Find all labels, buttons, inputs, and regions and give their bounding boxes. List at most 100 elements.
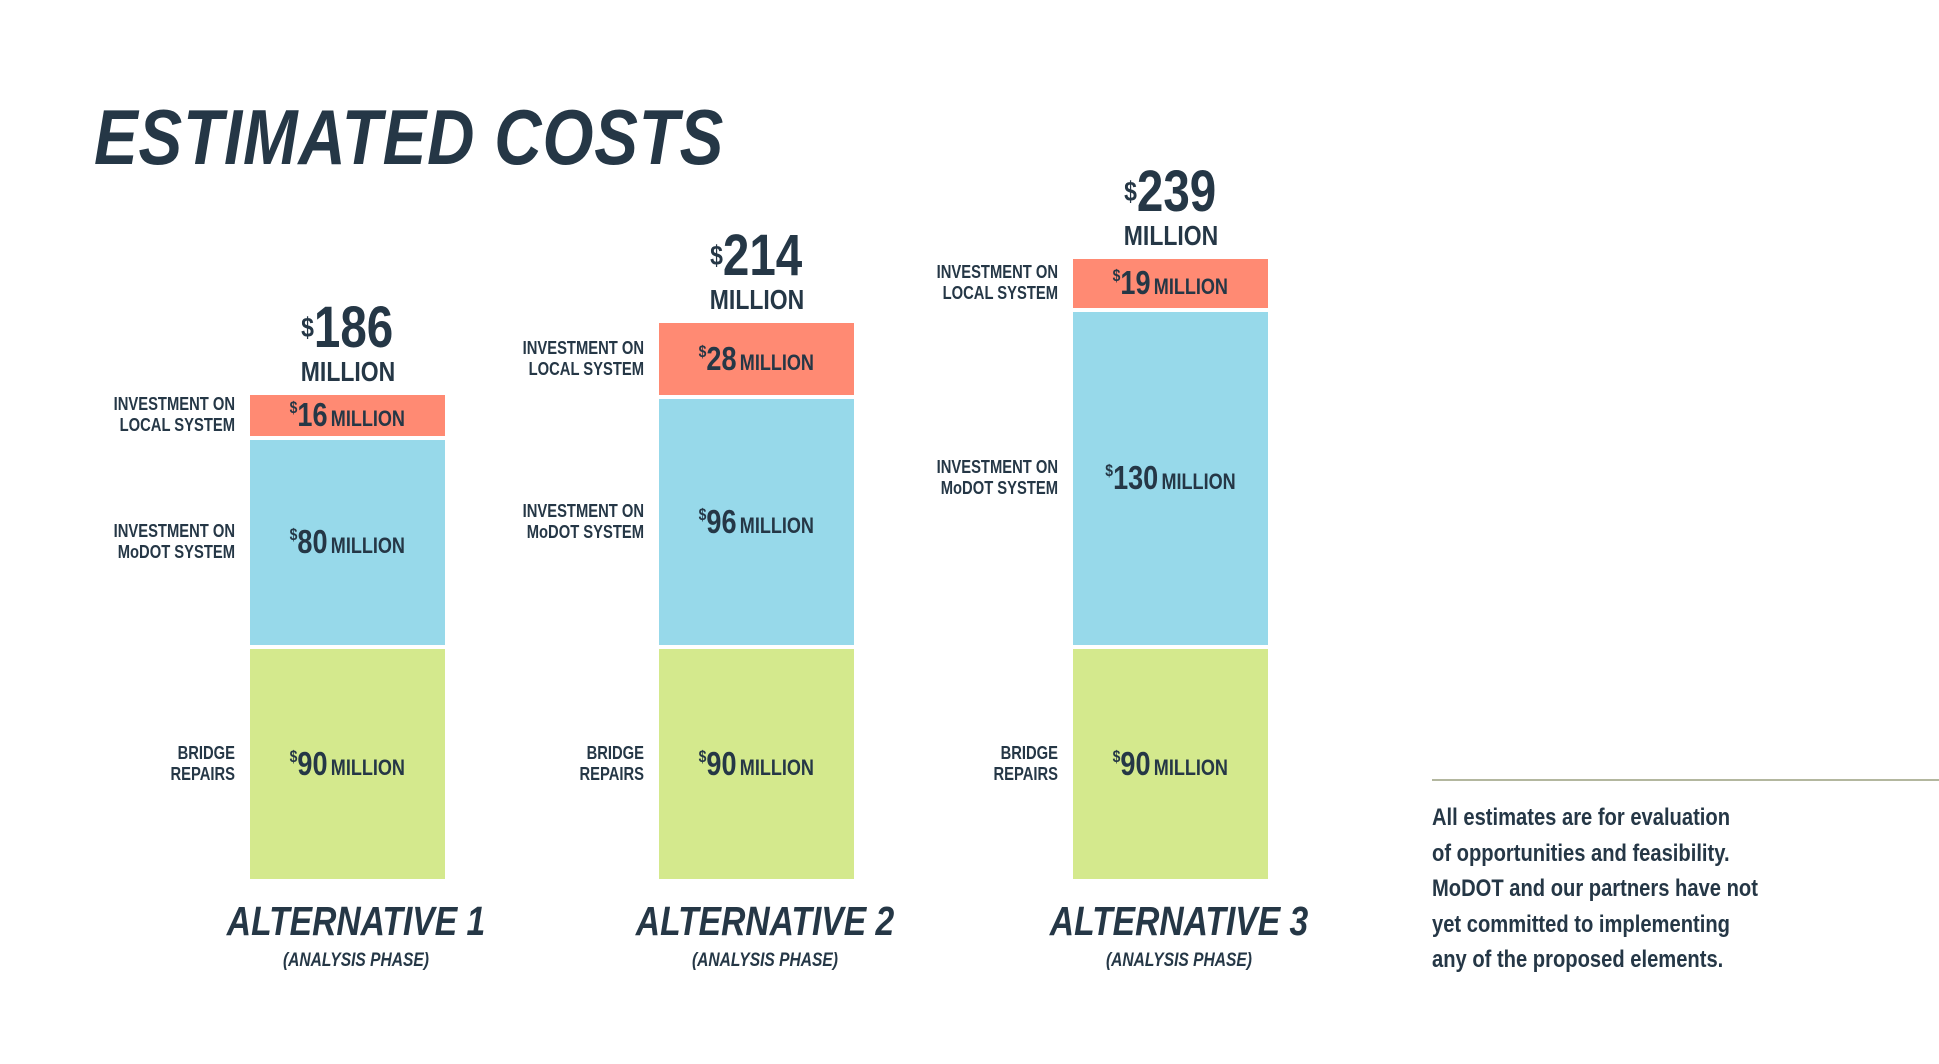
series-label: INVESTMENT ON LOCAL SYSTEM [431, 338, 644, 380]
unit-label: MILLION [330, 754, 406, 780]
series-label-line: INVESTMENT ON [113, 394, 235, 415]
category-subtitle: (ANALYSIS PHASE) [1105, 950, 1252, 971]
bar-segment-modot: $130 MILLION [1073, 311, 1268, 645]
segment-value-label: $130 MILLION [1105, 459, 1235, 497]
series-label-line: REPAIRS [170, 763, 235, 784]
unit-label: MILLION [1153, 754, 1229, 780]
bar-segment-local: $19 MILLION [1073, 259, 1268, 308]
category-name: ALTERNATIVE 3 [1049, 898, 1308, 944]
series-label-line: REPAIRS [993, 763, 1058, 784]
currency-symbol: $ [289, 746, 298, 766]
series-label-line: BRIDGE [177, 742, 235, 763]
segment-value-label: $19 MILLION [1113, 264, 1228, 302]
series-label-line: MoDOT SYSTEM [526, 521, 644, 542]
series-label: INVESTMENT ON MoDOT SYSTEM [22, 521, 235, 563]
segment-value: 90 [297, 744, 328, 782]
series-label: BRIDGE REPAIRS [22, 743, 235, 785]
category-label: ALTERNATIVE 1 (ANALYSIS PHASE) [196, 900, 516, 972]
series-label-line: MoDOT SYSTEM [117, 542, 235, 563]
series-label-line: INVESTMENT ON [113, 521, 235, 542]
series-label-line: INVESTMENT ON [522, 338, 644, 358]
bar-segment-local: $16 MILLION [250, 394, 445, 436]
total-label: $214 MILLION [627, 227, 887, 315]
unit-label: MILLION [300, 355, 395, 387]
total-value: $239 [1124, 159, 1217, 225]
total-label: $239 MILLION [1041, 163, 1301, 251]
unit-label: MILLION [739, 754, 815, 780]
unit-label: MILLION [739, 512, 815, 538]
series-label: INVESTMENT ON LOCAL SYSTEM [845, 262, 1058, 304]
segment-value: 96 [706, 502, 737, 540]
category-name: ALTERNATIVE 2 [635, 898, 894, 944]
total-value: $186 [301, 294, 394, 360]
series-label-line: INVESTMENT ON [936, 457, 1058, 478]
segment-value: 80 [297, 523, 328, 561]
disclaimer-note: All estimates are for evaluation of oppo… [1432, 800, 1758, 978]
category-name: ALTERNATIVE 1 [226, 898, 485, 944]
segment-value: 130 [1113, 459, 1159, 497]
currency-symbol: $ [1105, 461, 1114, 481]
currency-symbol: $ [710, 240, 724, 272]
series-label: BRIDGE REPAIRS [431, 743, 644, 785]
note-line: of opportunities and feasibility. [1432, 839, 1730, 867]
divider [1432, 779, 1939, 781]
series-label: INVESTMENT ON MoDOT SYSTEM [845, 457, 1058, 499]
bar-segment-modot: $80 MILLION [250, 439, 445, 645]
note-line: yet committed to implementing [1432, 910, 1730, 938]
currency-symbol: $ [289, 525, 298, 545]
category-subtitle: (ANALYSIS PHASE) [691, 950, 838, 971]
bar-segment-bridge: $90 MILLION [659, 648, 854, 879]
segment-value: 19 [1120, 264, 1151, 302]
note-line: All estimates are for evaluation [1432, 804, 1731, 831]
segment-value-label: $90 MILLION [699, 745, 814, 783]
segment-value: 16 [297, 396, 328, 434]
unit-label: MILLION [330, 533, 406, 559]
series-label: INVESTMENT ON LOCAL SYSTEM [22, 394, 235, 436]
currency-symbol: $ [698, 341, 707, 361]
segment-value: 90 [1120, 744, 1151, 782]
segment-value-label: $96 MILLION [699, 503, 814, 541]
bar-segment-modot: $96 MILLION [659, 398, 854, 645]
currency-symbol: $ [698, 504, 707, 524]
bar-segment-local: $28 MILLION [659, 323, 854, 395]
series-label-line: BRIDGE [586, 742, 644, 763]
unit-label: MILLION [1161, 469, 1236, 495]
unit-label: MILLION [1123, 220, 1218, 252]
unit-label: MILLION [330, 406, 406, 432]
page-title: ESTIMATED COSTS [94, 93, 725, 181]
category-subtitle: (ANALYSIS PHASE) [282, 950, 429, 971]
category-label: ALTERNATIVE 2 (ANALYSIS PHASE) [605, 900, 925, 972]
series-label-line: INVESTMENT ON [936, 262, 1058, 283]
unit-label: MILLION [709, 284, 804, 316]
currency-symbol: $ [1112, 266, 1121, 286]
bar-segment-bridge: $90 MILLION [250, 648, 445, 879]
series-label: BRIDGE REPAIRS [845, 743, 1058, 785]
segment-value-label: $28 MILLION [699, 340, 814, 378]
currency-symbol: $ [1112, 746, 1121, 766]
total-value: $214 [710, 223, 803, 289]
series-label-line: REPAIRS [579, 763, 644, 784]
series-label-line: MoDOT SYSTEM [940, 478, 1058, 499]
segment-value-label: $90 MILLION [290, 745, 405, 783]
segment-value-label: $90 MILLION [1113, 745, 1228, 783]
series-label-line: LOCAL SYSTEM [942, 283, 1058, 304]
note-line: any of the proposed elements. [1432, 946, 1724, 973]
note-line: MoDOT and our partners have not [1432, 875, 1758, 902]
currency-symbol: $ [698, 746, 707, 766]
segment-value-label: $80 MILLION [290, 523, 405, 561]
category-label: ALTERNATIVE 3 (ANALYSIS PHASE) [1019, 900, 1339, 972]
segment-value: 90 [706, 744, 737, 782]
series-label: INVESTMENT ON MoDOT SYSTEM [431, 501, 644, 543]
series-label-line: LOCAL SYSTEM [119, 415, 235, 436]
segment-value-label: $16 MILLION [290, 396, 405, 434]
total-label: $186 MILLION [218, 294, 478, 387]
currency-symbol: $ [301, 311, 315, 343]
unit-label: MILLION [1153, 274, 1229, 300]
segment-value: 28 [706, 339, 737, 377]
currency-symbol: $ [289, 398, 298, 418]
currency-symbol: $ [1124, 176, 1138, 208]
unit-label: MILLION [739, 349, 815, 375]
bar-segment-bridge: $90 MILLION [1073, 648, 1268, 879]
series-label-line: INVESTMENT ON [522, 500, 644, 521]
